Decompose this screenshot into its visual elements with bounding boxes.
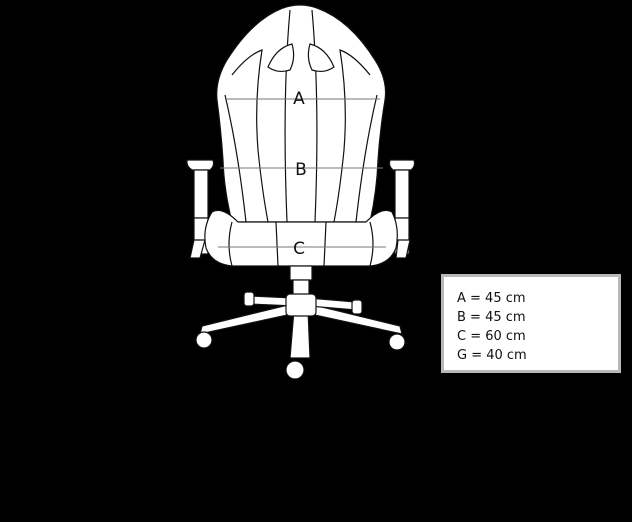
legend-row-g: G = 40 cm — [457, 348, 527, 363]
seat-center-left-line — [275, 221, 279, 267]
headrest-slot-left — [267, 43, 295, 73]
seat-center-right-line — [323, 221, 327, 267]
base-arm-left — [199, 303, 293, 335]
right-armrest-post — [394, 169, 410, 219]
left-armrest-post — [193, 169, 209, 219]
caster-front — [285, 360, 305, 380]
left-armrest-bracket — [189, 239, 206, 259]
legend-row-a: A = 45 cm — [457, 291, 526, 306]
legend-row-c: C = 60 cm — [457, 329, 526, 344]
label-b: B — [295, 160, 307, 180]
gas-lift-top — [289, 265, 313, 281]
backrest-outer-right-line — [355, 94, 378, 223]
caster-right — [388, 333, 406, 351]
backrest-right-side-panel — [333, 49, 371, 223]
caster-rear-left — [243, 291, 255, 307]
backrest-left-side-panel — [231, 49, 269, 223]
label-c: C — [293, 239, 305, 259]
caster-rear-right — [351, 299, 363, 315]
legend-row-b: B = 45 cm — [457, 310, 526, 325]
label-a: A — [293, 89, 305, 109]
left-armrest-pad — [186, 159, 215, 171]
chair-seat — [204, 209, 398, 267]
caster-left — [195, 331, 213, 349]
right-armrest-bracket — [395, 239, 411, 259]
base-hub — [285, 293, 317, 317]
backrest-center-left-line — [284, 9, 291, 223]
base-arm-front — [289, 309, 311, 359]
backrest-center-right-line — [311, 9, 318, 223]
backrest-outer-left-line — [224, 94, 247, 223]
right-armrest-pad — [388, 159, 416, 171]
dimension-legend: A = 45 cm B = 45 cm C = 60 cm G = 40 cm — [441, 274, 621, 373]
seat-right-bolster-line — [369, 221, 374, 267]
headrest-slot-right — [307, 43, 335, 73]
seat-left-bolster-line — [228, 221, 233, 267]
